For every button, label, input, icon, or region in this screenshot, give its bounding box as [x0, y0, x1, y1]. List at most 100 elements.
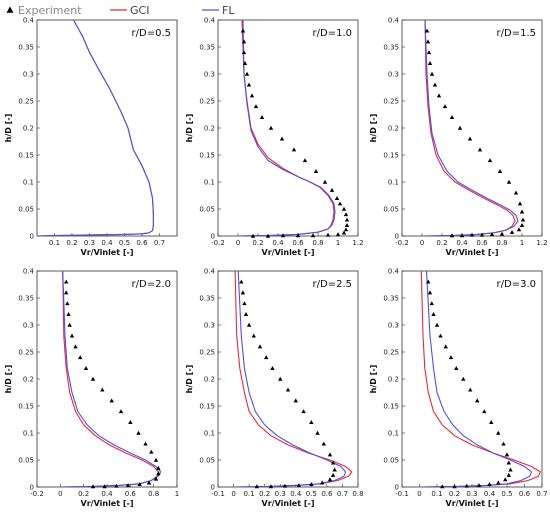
- experiment-point: [330, 460, 336, 465]
- experiment-point: [83, 366, 89, 370]
- x-tick-label: 1.2: [536, 239, 547, 247]
- x-tick-label: 0.3: [466, 490, 477, 498]
- experiment-point: [337, 201, 343, 206]
- panel-title: r/D=1.0: [313, 28, 352, 39]
- experiment-point: [156, 465, 161, 470]
- experiment-point: [520, 217, 526, 222]
- experiment-point: [461, 376, 466, 381]
- experiment-point: [69, 333, 75, 338]
- experiment-point: [509, 230, 515, 234]
- experiment-point: [125, 483, 131, 488]
- experiment-point: [77, 355, 83, 360]
- y-tick-label: 0: [211, 484, 215, 492]
- y-tick-label: 0.1: [204, 179, 215, 187]
- experiment-point: [156, 471, 161, 476]
- experiment-point: [513, 190, 519, 195]
- panel-6: 00.050.10.150.20.250.30.350.4-0.1 0 0.1 0.2…: [369, 268, 548, 509]
- x-tick-label: -0.1: [211, 490, 225, 498]
- x-tick-label: 1: [336, 239, 340, 247]
- x-tick-label: 0.8: [312, 239, 323, 247]
- experiment-point: [327, 477, 333, 482]
- experiment-point: [448, 355, 454, 360]
- y-axis-label: h/D [-]: [369, 365, 378, 394]
- experiment-point: [146, 480, 152, 485]
- x-tick-label: 0: [420, 239, 424, 247]
- x-tick-label: 0.6: [519, 490, 531, 498]
- x-axis-label: Vr/Vinlet [-]: [446, 248, 499, 257]
- x-axis-label: Vr/Vinlet [-]: [81, 248, 134, 257]
- experiment-point: [487, 158, 493, 163]
- legend-item-gci: GCI: [110, 4, 149, 17]
- experiment-point: [434, 322, 440, 327]
- experiment-point: [259, 115, 265, 119]
- plot-area: [36, 270, 178, 488]
- x-tick-label: 0: [58, 490, 62, 498]
- experiment-point: [250, 233, 256, 238]
- experiment-point: [254, 484, 260, 489]
- x-tick-label: 0: [417, 490, 421, 498]
- x-axis-label: Vr/Vinlet [-]: [81, 499, 134, 508]
- experiment-point: [128, 420, 133, 424]
- y-axis-label: h/D [-]: [4, 114, 13, 143]
- panel-3: 00.050.10.150.20.250.30.350.4-0.2 0 0.2 0.4…: [369, 17, 548, 258]
- x-tick-label: 0.7: [337, 490, 348, 498]
- y-tick-label: 0.2: [388, 125, 399, 133]
- experiment-point: [268, 484, 274, 489]
- experiment-point: [459, 233, 465, 238]
- y-tick-label: 0.25: [383, 98, 399, 106]
- x-tick-label: -0.2: [211, 239, 225, 247]
- y-tick-label: 0.15: [18, 152, 34, 160]
- legend-item-fl: FL: [202, 4, 235, 17]
- experiment-point: [243, 312, 249, 316]
- x-tick-label: 0: [231, 490, 235, 498]
- experiment-point: [309, 482, 314, 487]
- x-tick-label: 0.2: [259, 490, 270, 498]
- legend-label: Experiment: [18, 4, 82, 17]
- experiment-point: [327, 452, 333, 457]
- experiment-point: [67, 322, 72, 327]
- experiment-point: [239, 279, 244, 284]
- experiment-point: [335, 232, 341, 237]
- x-tick-label: 0.4: [272, 239, 284, 247]
- y-tick-label: 0.05: [18, 457, 34, 465]
- experiment-point: [302, 158, 308, 163]
- y-tick-label: 0.35: [383, 44, 399, 52]
- experiment-point: [73, 344, 78, 349]
- experiment-point: [295, 233, 301, 238]
- series-line-fl: [60, 271, 162, 487]
- experiment-point: [241, 50, 247, 55]
- panel-5: 00.050.10.150.20.250.30.350.4-0.1 0 0.1 0.2…: [185, 268, 364, 509]
- experiment-point: [482, 409, 487, 414]
- y-tick-label: 0.4: [23, 17, 35, 25]
- experiment-point: [240, 290, 246, 295]
- experiment-point: [100, 387, 105, 392]
- experiment-point: [519, 223, 525, 227]
- experiment-point: [425, 39, 431, 44]
- x-tick-label: 0.8: [496, 239, 507, 247]
- x-tick-label: 0.2: [436, 239, 447, 247]
- x-tick-label: 0.5: [119, 239, 130, 247]
- panel-title: r/D=3.0: [497, 279, 536, 290]
- y-tick-label: 0.25: [383, 349, 399, 357]
- experiment-point: [315, 430, 320, 435]
- experiment-point: [429, 71, 435, 76]
- y-tick-label: 0.35: [18, 295, 34, 303]
- experiment-point: [330, 472, 336, 477]
- experiment-point: [244, 71, 250, 76]
- experiment-point: [516, 227, 522, 232]
- experiment-point: [296, 483, 302, 488]
- x-tick-label: 0.6: [125, 490, 137, 498]
- y-tick-label: 0: [30, 484, 34, 492]
- y-tick-label: 0.25: [199, 98, 215, 106]
- experiment-point: [477, 147, 483, 152]
- experiment-point: [321, 441, 326, 446]
- experiment-point: [489, 420, 494, 424]
- x-tick-label: 0.8: [352, 490, 363, 498]
- experiment-point: [496, 430, 501, 435]
- experiment-point: [427, 61, 433, 65]
- experiment-point: [454, 366, 459, 370]
- y-tick-label: 0.4: [388, 268, 400, 276]
- x-tick-label: 0.1: [49, 239, 60, 247]
- y-tick-label: 0.2: [388, 376, 399, 384]
- experiment-point: [442, 104, 448, 109]
